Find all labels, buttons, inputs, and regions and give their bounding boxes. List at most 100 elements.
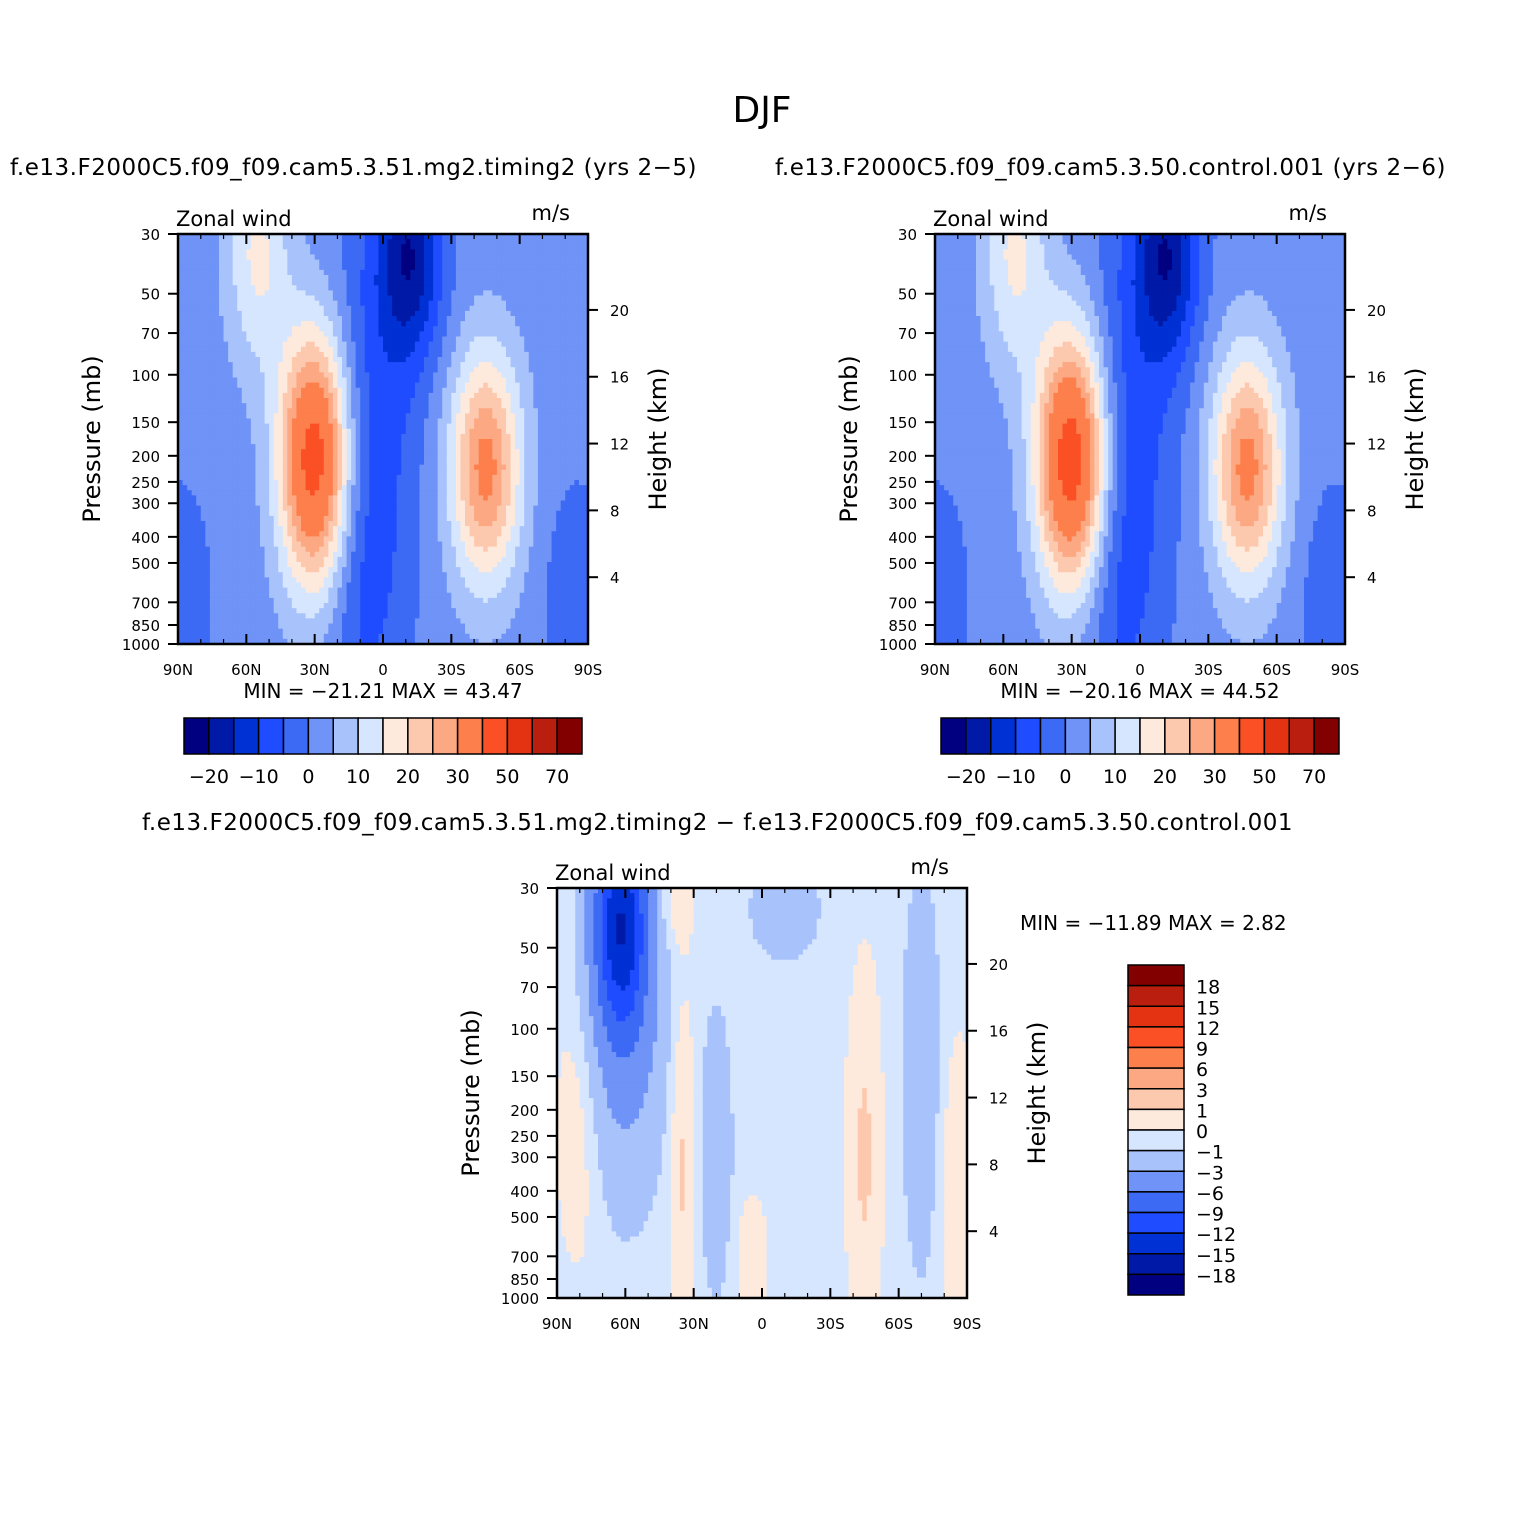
contour-cell <box>574 280 580 286</box>
contour-cell <box>560 510 566 517</box>
contour-cell <box>278 290 284 297</box>
contour-cell <box>478 495 484 502</box>
contour-cell <box>519 403 525 409</box>
contour-cell <box>483 480 489 486</box>
contour-cell <box>310 259 316 266</box>
contour-cell <box>342 336 348 343</box>
contour-cell <box>332 290 339 297</box>
contour-cell <box>547 474 553 481</box>
contour-cell <box>301 316 307 322</box>
contour-cell <box>301 300 307 307</box>
contour-cell <box>565 305 571 312</box>
contour-cell <box>583 367 589 373</box>
contour-cell <box>455 408 462 414</box>
contour-cell <box>542 234 548 240</box>
contour-cell <box>223 264 229 271</box>
contour-cell <box>291 433 298 440</box>
contour-cell <box>337 387 343 394</box>
contour-cell <box>478 362 484 368</box>
contour-cell <box>437 310 443 317</box>
contour-cell <box>419 295 425 302</box>
contour-cell <box>305 495 311 502</box>
contour-cell <box>460 280 466 286</box>
contour-cell <box>383 280 389 286</box>
contour-cell <box>205 439 211 445</box>
contour-cell <box>551 351 557 358</box>
contour-cell <box>219 264 225 271</box>
contour-cell <box>583 459 589 466</box>
contour-cell <box>296 480 302 486</box>
contour-cell <box>574 331 580 338</box>
contour-cell <box>528 372 534 379</box>
contour-cell <box>264 341 270 348</box>
contour-cell <box>383 321 389 327</box>
contour-cell <box>492 418 498 425</box>
contour-cell <box>255 510 261 517</box>
contour-cell <box>506 469 512 476</box>
contour-cell <box>373 495 380 502</box>
contour-cell <box>451 474 457 481</box>
contour-cell <box>492 449 498 455</box>
contour-cell <box>342 387 348 394</box>
contour-cell <box>241 423 247 430</box>
contour-cell <box>332 269 339 276</box>
contour-cell <box>264 485 270 491</box>
contour-cell <box>515 485 521 491</box>
contour-cell <box>291 321 298 327</box>
contour-cell <box>410 321 416 327</box>
contour-cell <box>583 449 589 455</box>
contour-cell <box>241 500 247 507</box>
contour-cell <box>455 264 462 271</box>
contour-cell <box>547 331 553 338</box>
contour-cell <box>314 505 320 512</box>
contour-cell <box>528 305 534 312</box>
contour-cell <box>378 321 384 327</box>
contour-cell <box>378 275 384 281</box>
contour-cell <box>387 459 393 466</box>
contour-cell <box>519 244 525 250</box>
contour-cell <box>496 495 503 502</box>
contour-cell <box>396 244 402 250</box>
contour-cell <box>433 280 439 286</box>
contour-cell <box>405 326 411 332</box>
contour-cell <box>378 480 384 486</box>
contour-cell <box>182 264 188 271</box>
contour-cell <box>533 418 539 425</box>
contour-cell <box>351 249 357 256</box>
contour-cell <box>346 295 352 302</box>
contour-cell <box>369 439 375 445</box>
contour-cell <box>187 244 193 250</box>
contour-cell <box>232 269 238 276</box>
contour-cell <box>191 249 197 256</box>
contour-cell <box>305 474 311 481</box>
contour-cell <box>487 423 493 430</box>
contour-cell <box>269 418 275 425</box>
contour-cell <box>228 372 234 379</box>
contour-cell <box>200 321 206 327</box>
contour-cell <box>583 382 589 389</box>
contour-cell <box>396 449 402 455</box>
contour-cell <box>264 290 270 297</box>
contour-cell <box>583 439 589 445</box>
contour-cell <box>250 346 257 353</box>
contour-cell <box>342 254 348 261</box>
contour-cell <box>241 362 247 368</box>
contour-cell <box>282 459 288 466</box>
contour-cell <box>237 300 243 307</box>
contour-cell <box>291 336 298 343</box>
contour-cell <box>328 464 334 471</box>
contour-cell <box>269 234 275 240</box>
contour-cell <box>469 382 475 389</box>
contour-cell <box>373 480 380 486</box>
contour-cell <box>314 403 320 409</box>
contour-cell <box>565 495 571 502</box>
contour-cell <box>260 234 266 240</box>
contour-cell <box>250 444 257 450</box>
contour-cell <box>410 505 416 512</box>
contour-cell <box>269 269 275 276</box>
contour-cell <box>305 336 311 343</box>
contour-cell <box>205 310 211 317</box>
contour-cell <box>187 239 193 245</box>
contour-cell <box>451 403 457 409</box>
contour-cell <box>209 387 216 394</box>
